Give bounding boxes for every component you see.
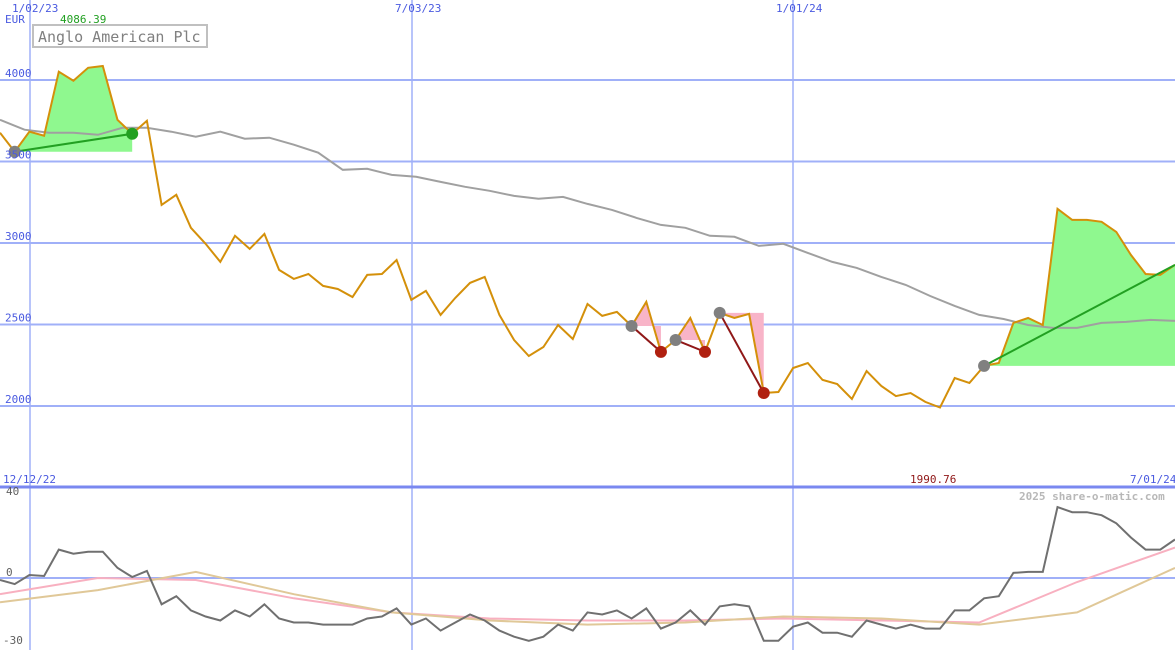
- trade-fill: [675, 317, 705, 352]
- axis-labels: 2000 2500 3000 3500 4000 40 0 -30: [3, 67, 32, 647]
- y-tick-label: 2000: [5, 393, 32, 406]
- oscillator-tick-label: 0: [6, 566, 13, 579]
- signal-fast-line: [0, 546, 1175, 624]
- trade-line: [630, 325, 662, 353]
- trade-fill: [984, 208, 1175, 366]
- entry-marker: [669, 333, 682, 346]
- min-value-label: 1990.76: [910, 473, 956, 486]
- title-box: [32, 24, 208, 48]
- series-lines: [0, 64, 1175, 642]
- y-tick-label: 2500: [5, 312, 32, 325]
- trade-line: [983, 263, 1175, 367]
- trade-line: [14, 132, 133, 153]
- exit-marker: [654, 345, 667, 358]
- y-tick-label: 3500: [5, 149, 32, 162]
- exit-marker: [757, 386, 770, 399]
- oscillator-tick-label: -30: [3, 634, 23, 647]
- price-line: [0, 64, 1175, 409]
- y-tick-label: 4000: [5, 67, 32, 80]
- entry-marker: [713, 306, 726, 319]
- trade-markers: [8, 127, 991, 399]
- trade-line: [718, 312, 765, 394]
- watermark: 2025 share-o-matic.com: [1019, 490, 1165, 503]
- entry-marker: [978, 359, 991, 372]
- max-value-label: 4086.39: [60, 13, 106, 26]
- x-tick-label: 1/01/24: [776, 2, 823, 15]
- x-tick-label: 12/12/22: [3, 473, 56, 486]
- moving-average-line: [0, 118, 1175, 329]
- entry-marker: [625, 319, 638, 332]
- currency-label: EUR: [5, 13, 25, 26]
- exit-marker: [126, 127, 139, 140]
- x-tick-label: 7/03/23: [395, 2, 441, 15]
- chart-title: Anglo American Plc: [38, 28, 201, 46]
- trade-fills: [14, 65, 1175, 393]
- entry-marker: [8, 145, 21, 158]
- trade-fill: [14, 65, 133, 152]
- x-tick-label: 1/02/23: [12, 2, 58, 15]
- trade-lines: [14, 132, 1175, 394]
- y-tick-label: 3000: [5, 230, 32, 243]
- x-tick-label: 7/01/24: [1130, 473, 1175, 486]
- exit-marker: [699, 345, 711, 358]
- oscillator-tick-label: 40: [6, 485, 19, 498]
- signal-slow-line: [0, 566, 1175, 626]
- momentum-line: [0, 505, 1175, 642]
